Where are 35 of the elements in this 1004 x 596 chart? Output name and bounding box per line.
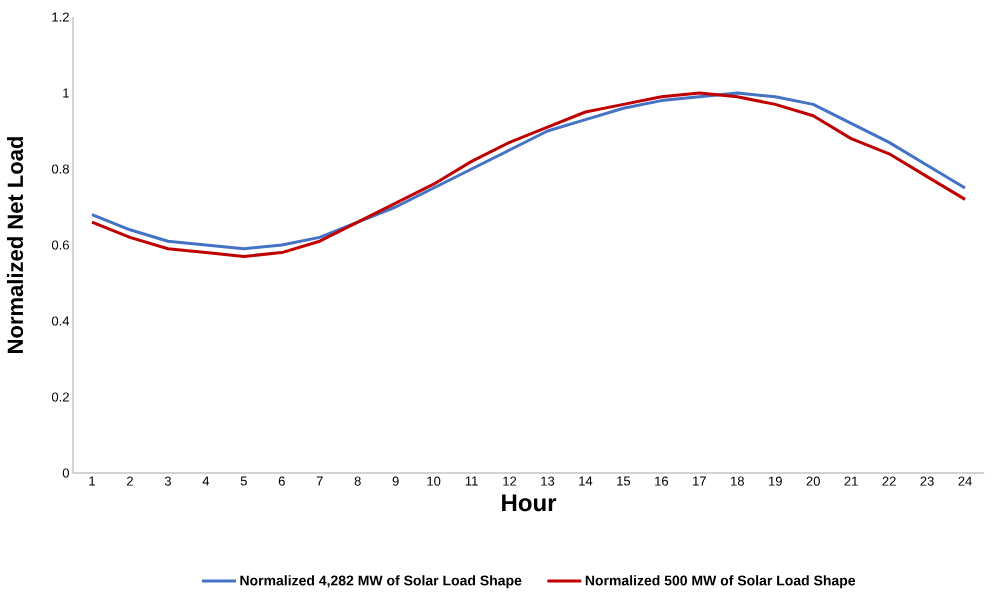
x-tick-label: 21: [844, 476, 858, 486]
x-tick-label: 13: [541, 476, 555, 486]
y-tick-label: 1: [63, 88, 69, 98]
y-tick-label: 0.2: [51, 392, 69, 402]
y-tick-label: 0: [62, 468, 69, 478]
x-tick-label: 7: [316, 476, 323, 486]
x-axis-title: Hour: [502, 494, 557, 512]
x-tick-label: 8: [354, 476, 361, 486]
x-tick-label: 4: [202, 476, 210, 486]
legend-label: Normalized 4,282 MW of Solar Load Shape: [240, 575, 522, 589]
x-tick-label: 2: [127, 476, 133, 486]
x-tick-label: 5: [240, 476, 247, 486]
y-tick-label: 0.8: [51, 164, 69, 174]
x-tick-label: 16: [655, 476, 669, 486]
x-tick-label: 18: [731, 476, 744, 486]
y-tick-label: 1.2: [52, 12, 69, 22]
x-tick-label: 24: [958, 476, 972, 486]
x-tick-label: 10: [427, 476, 441, 486]
x-tick-label: 20: [806, 476, 820, 486]
y-tick-label: 0.6: [51, 240, 69, 250]
x-tick-label: 9: [392, 476, 399, 486]
x-tick-label: 15: [617, 476, 631, 486]
y-tick-label: 0.4: [51, 316, 70, 326]
x-tick-label: 1: [89, 476, 95, 486]
x-tick-label: 14: [579, 476, 593, 486]
legend-label: Normalized 500 MW of Solar Load Shape: [585, 575, 856, 589]
x-tick-label: 6: [278, 476, 285, 486]
x-tick-label: 12: [503, 476, 517, 486]
x-tick-label: 22: [882, 476, 896, 486]
x-tick-label: 11: [465, 476, 478, 486]
x-tick-label: 3: [164, 476, 171, 486]
x-tick-label: 17: [693, 476, 706, 486]
x-tick-label: 19: [769, 476, 782, 486]
y-axis-title: Normalized Net Load: [6, 137, 24, 353]
x-tick-label: 23: [920, 476, 934, 486]
